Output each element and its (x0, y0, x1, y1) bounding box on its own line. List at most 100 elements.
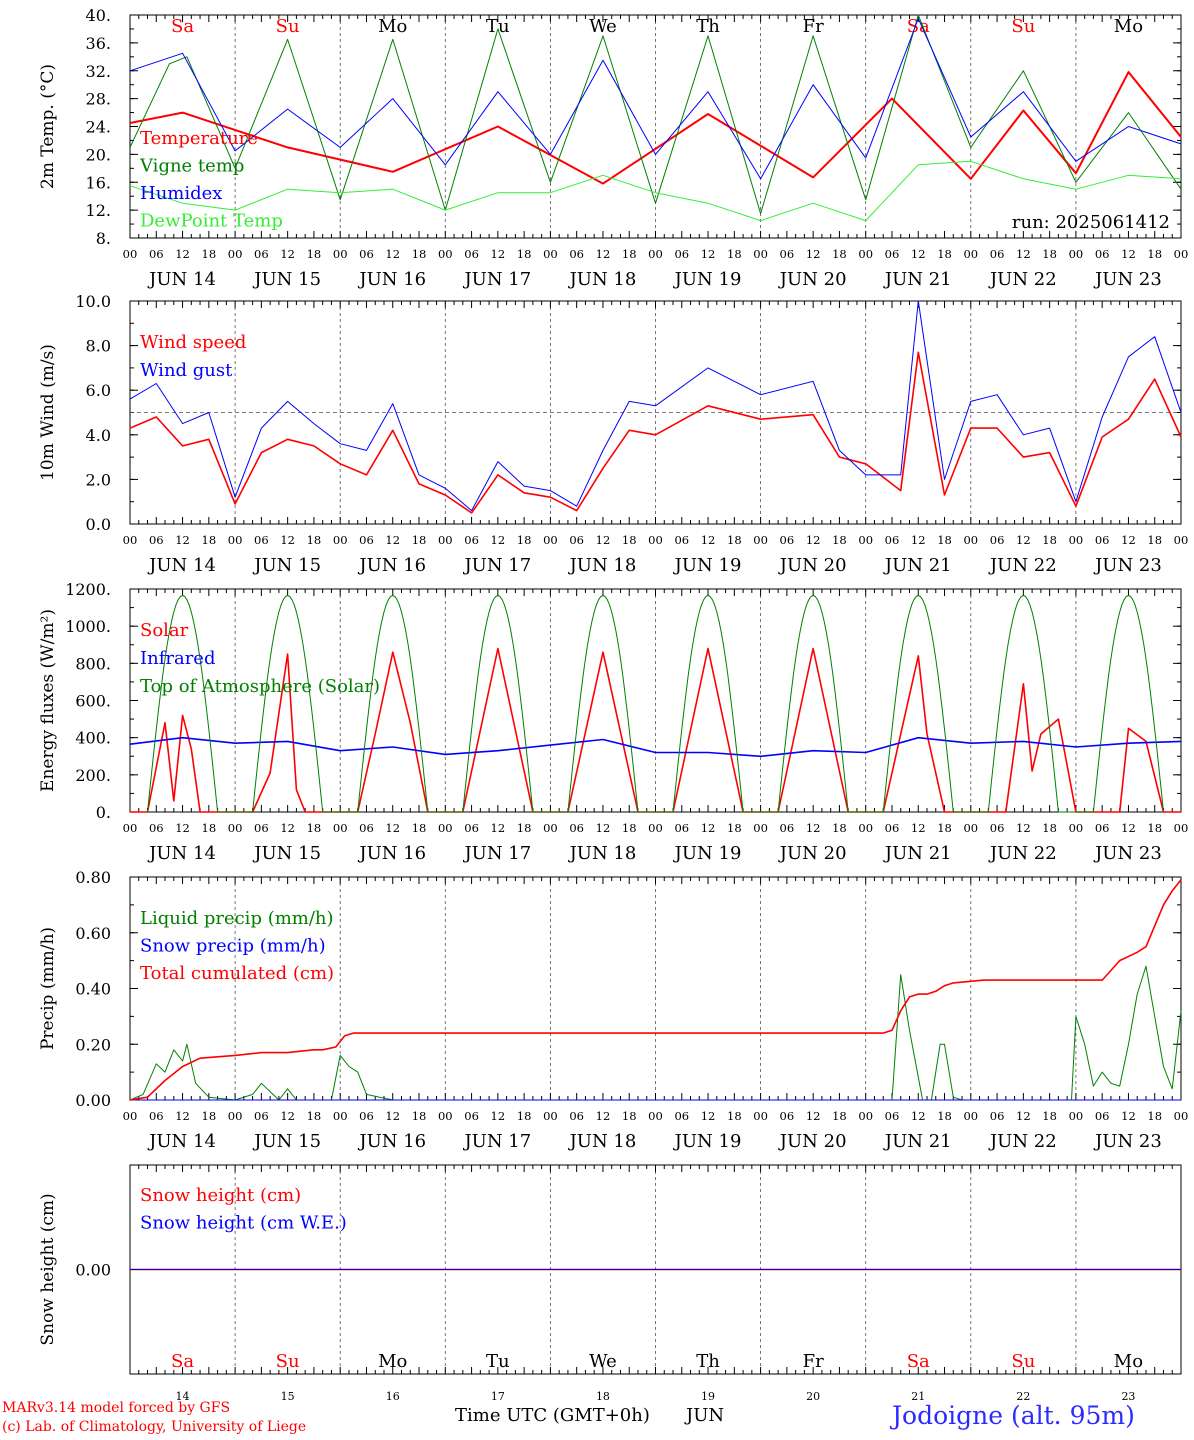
x-hour-label: 06 (1095, 533, 1110, 547)
x-hour-label: 00 (438, 821, 453, 835)
x-hour-label: 00 (438, 1109, 453, 1123)
y-tick-label: 800. (75, 654, 111, 673)
x-hour-label: 06 (990, 533, 1005, 547)
y-axis-title: 10m Wind (m/s) (38, 344, 58, 481)
panel-temperature: 8. 12. 16. 20. 24. 28. 32. 36. 40. 2m Temp. (°C) 0… (38, 6, 1188, 290)
x-hour-label: 06 (569, 1109, 584, 1123)
x-hour-label: 12 (491, 533, 506, 547)
x-date-label: JUN 16 (357, 1131, 426, 1152)
y-tick-label: 0. (96, 803, 111, 822)
x-hour-label: 12 (596, 1109, 611, 1123)
x-date-label: JUN 22 (988, 843, 1057, 864)
x-hour-label: 12 (701, 247, 716, 261)
x-hour-label: 00 (1069, 533, 1084, 547)
series-line (129, 300, 1182, 512)
x-hour-label: 18 (727, 533, 742, 547)
x-hour-label: 00 (543, 533, 558, 547)
x-hour-label: 06 (464, 533, 479, 547)
panel-wind: 0.0 2.0 4.0 6.0 8.0 10.0 10m Wind (m/s) 00 06 12 1… (38, 292, 1188, 576)
x-hour-label: 18 (517, 533, 532, 547)
x-date-label: JUN 22 (988, 1131, 1057, 1152)
y-tick-label: 8.0 (86, 337, 111, 356)
x-hour-label: 12 (280, 1109, 295, 1123)
x-hour-label: 12 (701, 821, 716, 835)
x-hour-label: 18 (412, 821, 427, 835)
y-tick-label: 36. (86, 34, 111, 53)
day-name-label: Sa (171, 1351, 194, 1372)
x-hour-label: 18 (412, 1109, 427, 1123)
x-hour-label: 12 (911, 533, 926, 547)
x-date-label: JUN 20 (778, 269, 847, 290)
x-hour-label: 00 (963, 1109, 978, 1123)
x-hour-label: 12 (1016, 247, 1031, 261)
x-hour-label: 12 (1121, 1109, 1136, 1123)
x-hour-label: 18 (412, 247, 427, 261)
station-name: Jodoigne (alt. 95m) (892, 1401, 1135, 1430)
x-hour-label: 12 (596, 247, 611, 261)
x-hour-label: 12 (280, 247, 295, 261)
panel-energy: 0. 200. 400. 600. 800. 1000. 1200. Energy fluxe… (38, 580, 1188, 864)
x-day-number: 14 (176, 1390, 190, 1403)
x-axis-title: Time UTC (GMT+0h) (455, 1405, 650, 1426)
legend-entry: Snow precip (mm/h) (140, 936, 326, 957)
x-hour-label: 06 (1095, 1109, 1110, 1123)
x-hour-label: 12 (911, 1109, 926, 1123)
x-hour-label: 12 (385, 1109, 400, 1123)
x-hour-label: 00 (438, 247, 453, 261)
x-hour-label: 12 (806, 247, 821, 261)
x-date-label: JUN 14 (147, 843, 216, 864)
x-hour-label: 00 (1174, 533, 1189, 547)
x-hour-label: 06 (464, 821, 479, 835)
x-hour-label: 12 (491, 247, 506, 261)
x-hour-label: 06 (464, 1109, 479, 1123)
x-hour-label: 12 (491, 1109, 506, 1123)
y-tick-label: 0.00 (75, 1091, 111, 1110)
x-hour-label: 18 (202, 821, 217, 835)
x-date-label: JUN 19 (673, 843, 742, 864)
day-name-label: Th (696, 16, 720, 37)
x-hour-label: 06 (569, 247, 584, 261)
day-name-label: Th (696, 1351, 720, 1372)
x-hour-label: 06 (359, 533, 374, 547)
x-date-label: JUN 19 (673, 269, 742, 290)
x-hour-label: 18 (832, 821, 847, 835)
x-hour-label: 18 (1042, 533, 1057, 547)
x-hour-label: 18 (1147, 533, 1162, 547)
day-name-label: We (589, 16, 617, 37)
x-hour-label: 18 (307, 247, 322, 261)
x-hour-label: 00 (1174, 1109, 1189, 1123)
x-hour-label: 18 (727, 821, 742, 835)
y-tick-label: 1200. (65, 580, 111, 599)
x-hour-label: 00 (543, 1109, 558, 1123)
x-hour-label: 00 (1069, 247, 1084, 261)
x-date-label: JUN 19 (673, 555, 742, 576)
x-hour-label: 00 (543, 821, 558, 835)
x-date-label: JUN 16 (357, 843, 426, 864)
x-hour-label: 00 (333, 533, 348, 547)
legend-entry: Vigne temp (139, 156, 244, 177)
y-axis-title: Precip (mm/h) (38, 927, 58, 1050)
plot-frame (129, 14, 1182, 239)
x-hour-label: 00 (648, 533, 663, 547)
x-hour-label: 06 (674, 821, 689, 835)
x-date-label: JUN 16 (357, 269, 426, 290)
x-hour-label: 00 (648, 247, 663, 261)
x-date-label: JUN 15 (252, 555, 321, 576)
day-name-label: Mo (378, 16, 407, 37)
x-hour-label: 12 (1016, 1109, 1031, 1123)
x-hour-label: 12 (1121, 821, 1136, 835)
x-hour-label: 00 (1069, 1109, 1084, 1123)
x-hour-label: 12 (280, 533, 295, 547)
x-hour-label: 18 (202, 1109, 217, 1123)
day-name-label: Mo (378, 1351, 407, 1372)
legend-entry: Top of Atmosphere (Solar) (140, 676, 380, 697)
y-tick-label: 200. (75, 766, 111, 785)
x-date-label: JUN 21 (883, 843, 952, 864)
x-date-label: JUN 18 (568, 555, 637, 576)
y-tick-label: 0.40 (75, 980, 111, 999)
x-hour-label: 12 (596, 821, 611, 835)
x-hour-label: 06 (464, 247, 479, 261)
x-date-label: JUN 15 (252, 843, 321, 864)
x-hour-label: 12 (911, 821, 926, 835)
y-tick-label: 10.0 (75, 292, 111, 311)
